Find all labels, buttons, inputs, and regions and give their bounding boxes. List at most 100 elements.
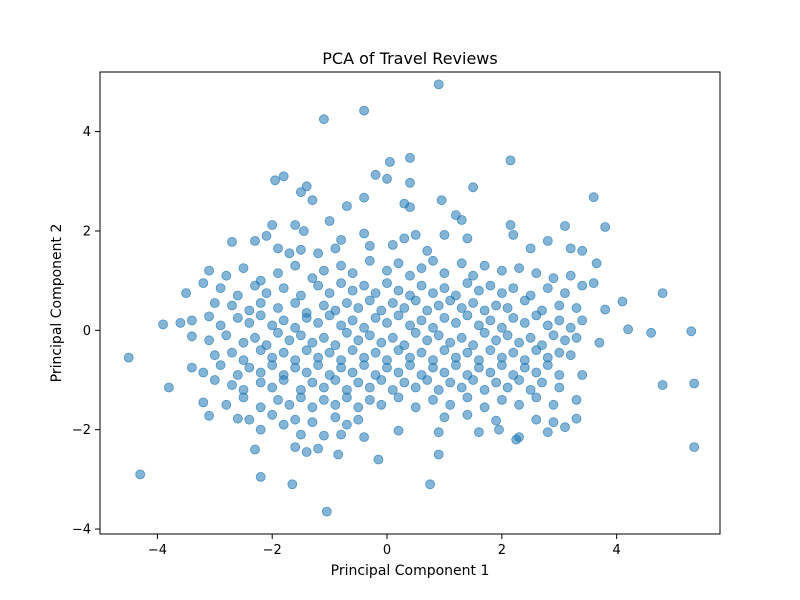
scatter-point xyxy=(359,105,370,116)
scatter-point xyxy=(542,320,553,331)
scatter-point xyxy=(198,367,209,378)
scatter-point xyxy=(232,290,243,301)
scatter-point xyxy=(542,235,553,246)
scatter-point xyxy=(531,310,542,321)
y-axis-label: Principal Component 2 xyxy=(49,224,65,383)
scatter-point xyxy=(519,317,530,328)
scatter-point xyxy=(370,347,381,358)
scatter-point xyxy=(514,263,524,274)
scatter-point xyxy=(439,283,450,294)
scatter-point xyxy=(209,350,220,361)
scatter-point xyxy=(565,243,576,254)
scatter-point xyxy=(462,278,473,289)
scatter-point xyxy=(548,330,559,341)
scatter-point xyxy=(657,380,668,390)
scatter-point xyxy=(393,425,404,436)
scatter-point xyxy=(353,402,364,413)
scatter-point xyxy=(181,288,192,299)
scatter-point xyxy=(278,347,289,358)
scatter-point xyxy=(290,298,301,308)
scatter-point xyxy=(416,263,427,274)
scatter-point xyxy=(450,360,461,371)
scatter-point xyxy=(359,280,370,291)
scatter-point xyxy=(284,399,295,410)
scatter-point xyxy=(376,305,387,316)
scatter-point xyxy=(496,322,507,333)
scatter-point xyxy=(359,432,370,443)
scatter-point xyxy=(548,417,559,428)
scatter-point xyxy=(238,263,249,274)
scatter-point xyxy=(215,360,226,371)
scatter-point xyxy=(221,399,232,410)
scatter-point xyxy=(456,258,467,269)
scatter-point xyxy=(462,409,473,420)
scatter-point xyxy=(600,304,611,315)
scatter-point xyxy=(502,303,513,313)
scatter-point xyxy=(186,331,197,342)
scatter-point xyxy=(491,335,502,346)
scatter-point xyxy=(295,187,306,198)
scatter-point xyxy=(387,384,398,395)
scatter-point xyxy=(565,350,576,361)
scatter-point xyxy=(393,392,404,403)
scatter-point xyxy=(290,220,301,230)
scatter-point xyxy=(473,427,484,438)
scatter-point xyxy=(571,303,582,313)
scatter-point xyxy=(422,335,433,346)
scatter-point xyxy=(514,337,524,348)
scatter-point xyxy=(657,288,668,299)
scatter-point xyxy=(255,402,266,413)
scatter-point xyxy=(617,296,628,307)
scatter-point xyxy=(330,375,341,385)
scatter-point xyxy=(565,322,576,333)
scatter-point xyxy=(347,285,358,296)
scatter-point xyxy=(473,320,484,331)
scatter-point xyxy=(416,280,427,291)
scatter-point xyxy=(318,394,329,405)
scatter-point xyxy=(273,243,283,254)
scatter-point xyxy=(646,327,656,338)
scatter-point xyxy=(186,362,197,373)
scatter-point xyxy=(250,444,260,455)
y-tick-label: −2 xyxy=(72,423,91,438)
scatter-point xyxy=(511,434,522,445)
scatter-point xyxy=(250,332,260,343)
scatter-point xyxy=(261,230,272,241)
scatter-point xyxy=(232,413,243,424)
scatter-point xyxy=(508,283,519,294)
scatter-point xyxy=(364,255,375,266)
scatter-point xyxy=(439,312,450,323)
scatter-point xyxy=(525,384,536,395)
scatter-point xyxy=(531,392,542,403)
scatter-point xyxy=(531,268,542,279)
scatter-point xyxy=(175,317,186,328)
scatter-point xyxy=(433,427,444,438)
scatter-point xyxy=(436,195,447,206)
scatter-point xyxy=(255,377,266,388)
scatter-point xyxy=(399,233,410,244)
scatter-point xyxy=(433,449,444,460)
scatter-point xyxy=(244,414,255,425)
scatter-point xyxy=(295,330,306,341)
scatter-point xyxy=(485,367,496,378)
scatter-point xyxy=(405,270,415,281)
scatter-point xyxy=(267,320,278,331)
scatter-point xyxy=(347,315,358,326)
scatter-point xyxy=(560,335,570,346)
scatter-point xyxy=(393,345,404,356)
scatter-point xyxy=(227,236,237,247)
scatter-point xyxy=(359,228,370,239)
scatter-point xyxy=(445,337,456,348)
scatter-point xyxy=(410,295,421,306)
scatter-point xyxy=(364,240,375,251)
scatter-point xyxy=(468,375,479,385)
scatter-point xyxy=(542,283,553,294)
scatter-point xyxy=(485,280,496,291)
scatter-point xyxy=(525,243,536,254)
scatter-point xyxy=(479,327,490,338)
scatter-point xyxy=(301,345,312,356)
scatter-point xyxy=(496,288,507,299)
scatter-point xyxy=(232,312,243,323)
scatter-point xyxy=(468,270,479,281)
